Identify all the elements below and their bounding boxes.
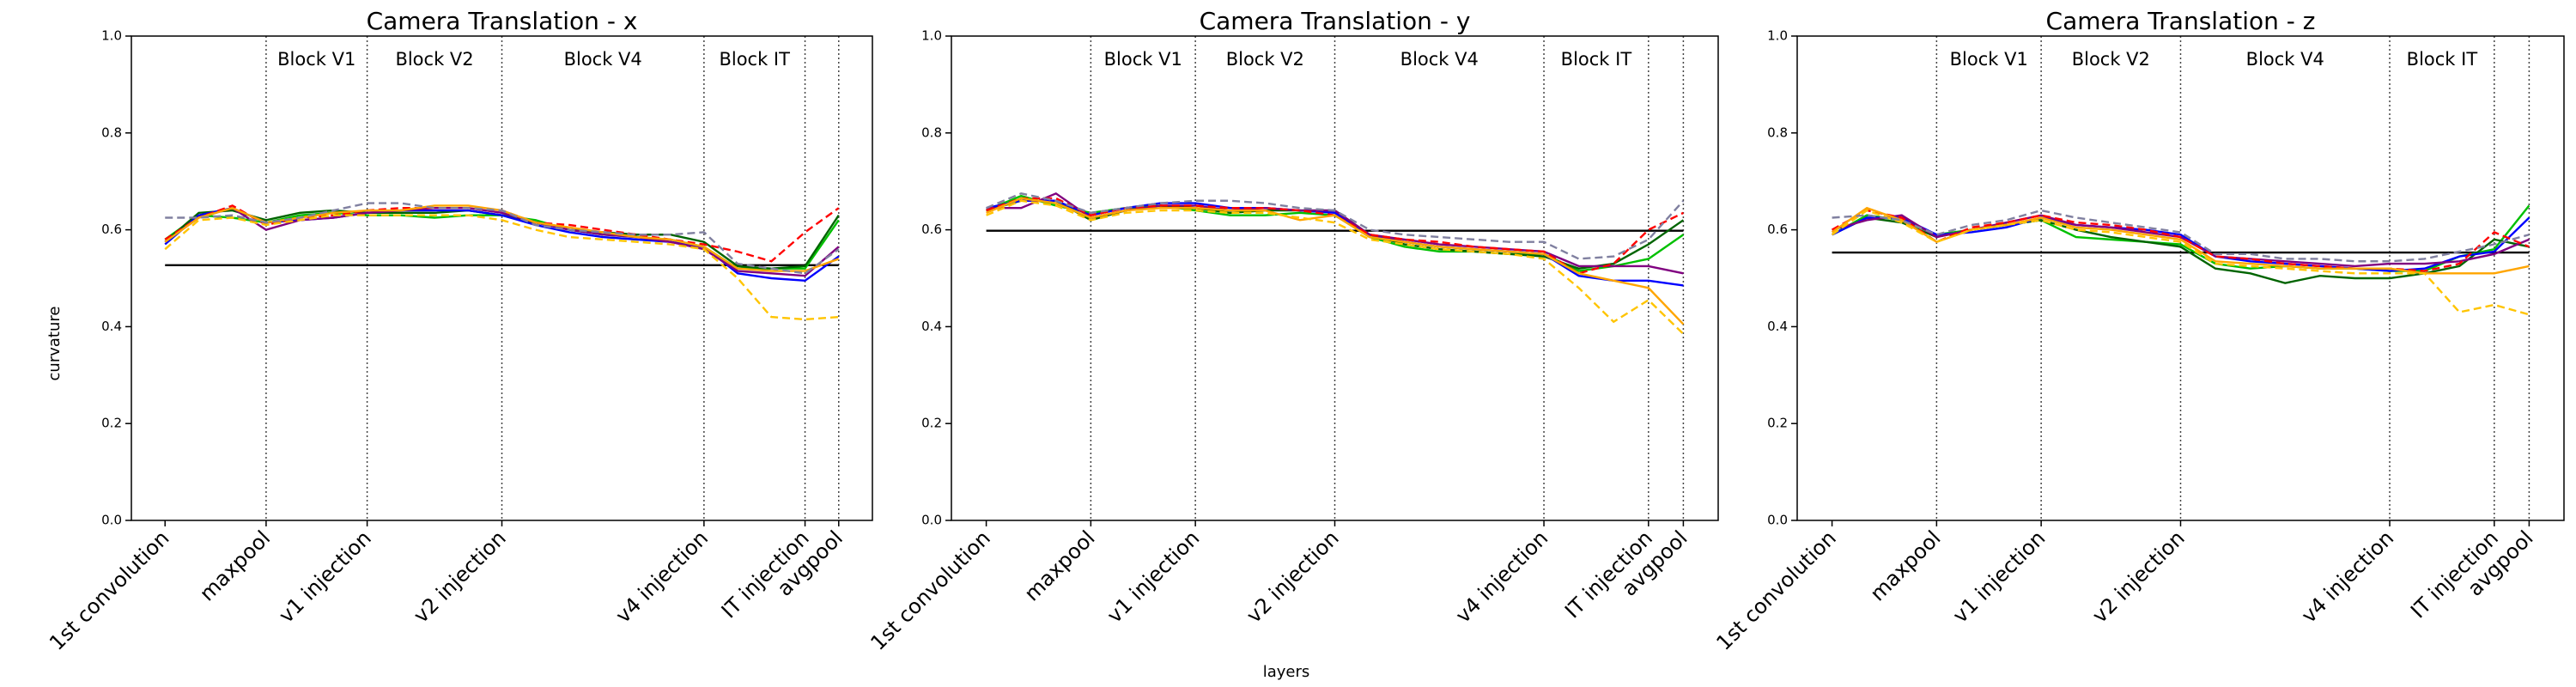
y-tick-label: 0.6 [921, 222, 942, 237]
y-tick-label: 0.4 [101, 319, 122, 334]
y-tick-label: 0.4 [921, 319, 942, 334]
y-tick-label: 0.0 [1767, 513, 1788, 528]
plot-frame [1796, 35, 2565, 521]
y-tick-label: 0.4 [1767, 319, 1788, 334]
block-label: Block IT [2407, 49, 2478, 70]
y-tick-label: 1.0 [101, 28, 122, 44]
x-tick-label: v4 injection [611, 526, 714, 628]
x-tick-label: maxpool [1020, 526, 1100, 605]
y-tick-label: 0.0 [921, 513, 942, 528]
x-tick-label: v4 injection [1451, 526, 1553, 628]
x-tick-label: v2 injection [1242, 526, 1344, 628]
block-label: Block V1 [277, 49, 355, 70]
y-tick-label: 1.0 [1767, 28, 1788, 44]
x-tick-label: v1 injection [1103, 526, 1205, 628]
chart-title: Camera Translation - z [2046, 7, 2316, 35]
block-label: Block IT [719, 49, 790, 70]
series-line [1831, 209, 2530, 316]
y-tick-label: 0.2 [101, 416, 122, 431]
series-line [164, 214, 839, 321]
y-axis-label: curvature [46, 307, 64, 381]
x-tick-label: 1st convolution [45, 526, 173, 654]
series-line [986, 197, 1685, 325]
y-tick-label: 0.2 [921, 416, 942, 431]
y-tick-label: 0.6 [101, 222, 122, 237]
x-tick-label: v2 injection [409, 526, 511, 628]
block-label: Block V2 [1226, 49, 1304, 70]
series-line [1831, 206, 2530, 275]
series-line [986, 192, 1685, 260]
series-line [986, 199, 1685, 335]
block-label: Block V4 [1400, 49, 1479, 70]
series-line [1832, 209, 2530, 272]
y-tick-label: 0.0 [101, 513, 122, 528]
x-axis-label: layers [1263, 663, 1310, 681]
chart-title: Camera Translation - y [1200, 7, 1471, 35]
block-label: Block V2 [395, 49, 473, 70]
y-tick-label: 0.8 [101, 125, 122, 140]
series-line [164, 204, 840, 263]
x-tick-label: v2 injection [2087, 526, 2190, 628]
block-label: Block IT [1561, 49, 1632, 70]
y-tick-label: 1.0 [921, 28, 942, 44]
x-tick-label: v1 injection [1948, 526, 2050, 628]
x-tick-label: 1st convolution [1711, 526, 1840, 654]
y-tick-label: 0.6 [1767, 222, 1788, 237]
x-tick-label: v4 injection [2297, 526, 2399, 628]
series-line [986, 192, 1684, 275]
block-label: Block V1 [1104, 49, 1182, 70]
plot-frame [131, 35, 873, 521]
block-label: Block V2 [2072, 49, 2150, 70]
x-tick-label: maxpool [1866, 526, 1946, 605]
chart-title: Camera Translation - x [367, 7, 638, 35]
series-line [164, 206, 840, 277]
x-tick-label: maxpool [195, 526, 275, 605]
block-label: Block V1 [1950, 49, 2028, 70]
y-tick-label: 0.8 [921, 125, 942, 140]
block-label: Block V4 [2246, 49, 2324, 70]
x-tick-label: v1 injection [274, 526, 376, 628]
block-label: Block V4 [564, 49, 642, 70]
series-line [1832, 209, 2530, 263]
y-tick-label: 0.8 [1767, 125, 1788, 140]
y-tick-label: 0.2 [1767, 416, 1788, 431]
x-tick-label: 1st convolution [866, 526, 994, 654]
plot-frame [951, 35, 1719, 521]
series-line [165, 202, 840, 275]
